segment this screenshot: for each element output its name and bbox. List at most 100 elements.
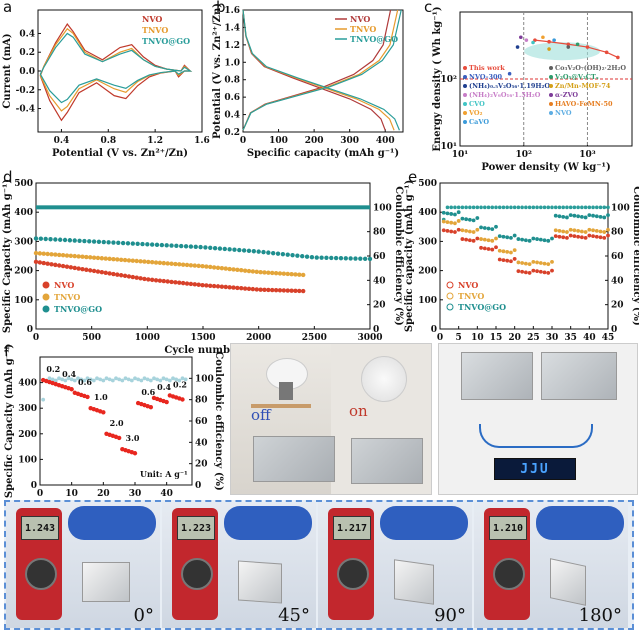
rate2-ce-point (88, 377, 93, 382)
rate2-ce-point (145, 377, 150, 382)
ragone-ref-point (524, 38, 529, 42)
cycle-point-nvo (115, 272, 120, 277)
rate2-ce-point (101, 378, 106, 383)
cycle-point-nvo (41, 260, 46, 266)
ragone-ref-point (566, 45, 571, 49)
multimeter-reading-0: 1.243 (24, 522, 56, 534)
rate-point-nvo (497, 257, 502, 262)
cycle-point-tnvo-go (338, 255, 344, 261)
rate-point-tnvo (464, 228, 469, 233)
cycle-point-tnvo-go (333, 255, 339, 261)
cycle-point-tnvo (293, 272, 298, 277)
rate2-xtick-label: 30 (129, 489, 142, 499)
cycle-point-tnvo (219, 266, 225, 271)
ragone-xtick-label: 10³ (579, 150, 596, 160)
rate2-ce-point (98, 377, 103, 382)
rate2-ytick-right-label: 20 (195, 460, 208, 470)
rate-point-nvo (441, 228, 446, 233)
cycle-point-tnvo-go (174, 243, 179, 249)
cycle-point-tnvo (297, 272, 302, 277)
rate2-ce-point (53, 378, 58, 383)
rate2-ytick-right-label: 80 (195, 396, 208, 406)
rate2-ce-point (95, 376, 99, 381)
cycle-point-tnvo-go (256, 249, 261, 254)
gcd-xtick-label: 300 (340, 136, 359, 146)
rate2-point (116, 435, 122, 441)
gcd-charge-tnvo-go (242, 9, 402, 131)
cycle-point-tnvo (235, 267, 240, 273)
rate-point-nvo (583, 235, 588, 240)
rate2-ce-point (72, 378, 77, 383)
cycle-point-tnvo (53, 252, 58, 257)
ragone-ytick-label: 10² (441, 75, 458, 85)
ragone-legend-12: NVO (555, 109, 572, 117)
multimeter-screen-2: 1.217 (333, 516, 371, 540)
rate-point-tnvo-go (494, 224, 498, 229)
cycle-point-nvo (281, 288, 287, 293)
ragone-legend-7: Co₃V₂O₇(OH)₂·2H₂O (555, 64, 626, 72)
cycle-point-nvo (53, 262, 58, 268)
cycle-point-tnvo (45, 251, 50, 257)
cycle-point-tnvo (146, 259, 151, 265)
cycle-xtick-label: 500 (82, 333, 101, 343)
rate-xtick-label: 0 (437, 333, 443, 343)
cycle-point-tnvo-go (222, 246, 227, 252)
rate2-ce-point (167, 378, 172, 383)
cycle-point-tnvo-go (285, 252, 290, 257)
gcd-discharge-tnvo-go (242, 9, 400, 131)
rate-point-tnvo-go (565, 215, 569, 220)
cycle-ylabel-right: Coulombic efficiency (%) (393, 186, 404, 326)
multimeter-dial-1 (181, 558, 213, 590)
glove-0 (68, 506, 156, 540)
rate2-ce-point (120, 378, 125, 383)
cycle-point-tnvo-go (154, 242, 160, 248)
cv-ytick-label: 0.0 (19, 67, 35, 77)
bend-photo-3: 1.210 180° (474, 502, 628, 628)
rate-point-tnvo-go (460, 216, 465, 221)
panel-label-c: c (424, 0, 432, 16)
cycle-point-nvo (88, 268, 93, 273)
gcd-plot-frame (242, 9, 404, 133)
cycle-point-tnvo-go (348, 256, 353, 261)
pouch-h-2 (541, 352, 617, 400)
rate2-ce-point (142, 376, 147, 381)
rate-legend-marker-0 (446, 281, 454, 289)
gcd-ylabel: Potential (V vs. Zn²⁺/Zn) (212, 3, 223, 139)
cycle-point-tnvo-go (290, 252, 295, 258)
rate-ytick-right-label: 0 (611, 325, 617, 335)
rate-point-tnvo (460, 228, 465, 233)
cycle-point-tnvo (211, 265, 217, 270)
rate2-ytick-label: 200 (18, 430, 37, 440)
multimeter-reading-2: 1.217 (336, 522, 368, 534)
rate-ce-point (516, 205, 521, 210)
rate-point-nvo (587, 233, 592, 238)
multimeter-0: 1.243 (16, 508, 62, 620)
cycle-point-nvo (91, 268, 97, 274)
cycle-point-tnvo (126, 258, 132, 263)
ragone-this-work-point (566, 42, 571, 47)
rate-point-nvo (505, 258, 510, 263)
cycle-point-tnvo (95, 255, 101, 261)
bend-photo-1: 1.223 45° (162, 502, 316, 628)
rate-point-tnvo (467, 229, 472, 234)
multimeter-3: 1.210 (484, 508, 530, 620)
rate-xtick-label: 10 (471, 333, 484, 343)
cycle-ytick-right-label: 40 (373, 276, 386, 286)
rate-point-nvo (516, 269, 521, 274)
rate2-ce-point (164, 377, 169, 382)
rate2-ce-point (171, 376, 175, 381)
rate-point-tnvo (494, 236, 498, 241)
rate-point-tnvo-go (441, 210, 446, 215)
rate-ce-point (497, 205, 502, 210)
rate2-point (148, 404, 154, 410)
rate-point-nvo (527, 271, 532, 275)
rate2-ce-point (104, 376, 109, 381)
rate-point-tnvo (527, 262, 532, 267)
cycle-point-tnvo (84, 254, 89, 260)
rate-point-nvo (453, 230, 457, 234)
cycle-point-tnvo-go (67, 238, 73, 243)
rate-legend-marker-2 (446, 303, 454, 311)
cycle-point-tnvo-go (125, 241, 131, 246)
rate-point-nvo (467, 238, 472, 243)
cycle-point-nvo (239, 286, 244, 291)
